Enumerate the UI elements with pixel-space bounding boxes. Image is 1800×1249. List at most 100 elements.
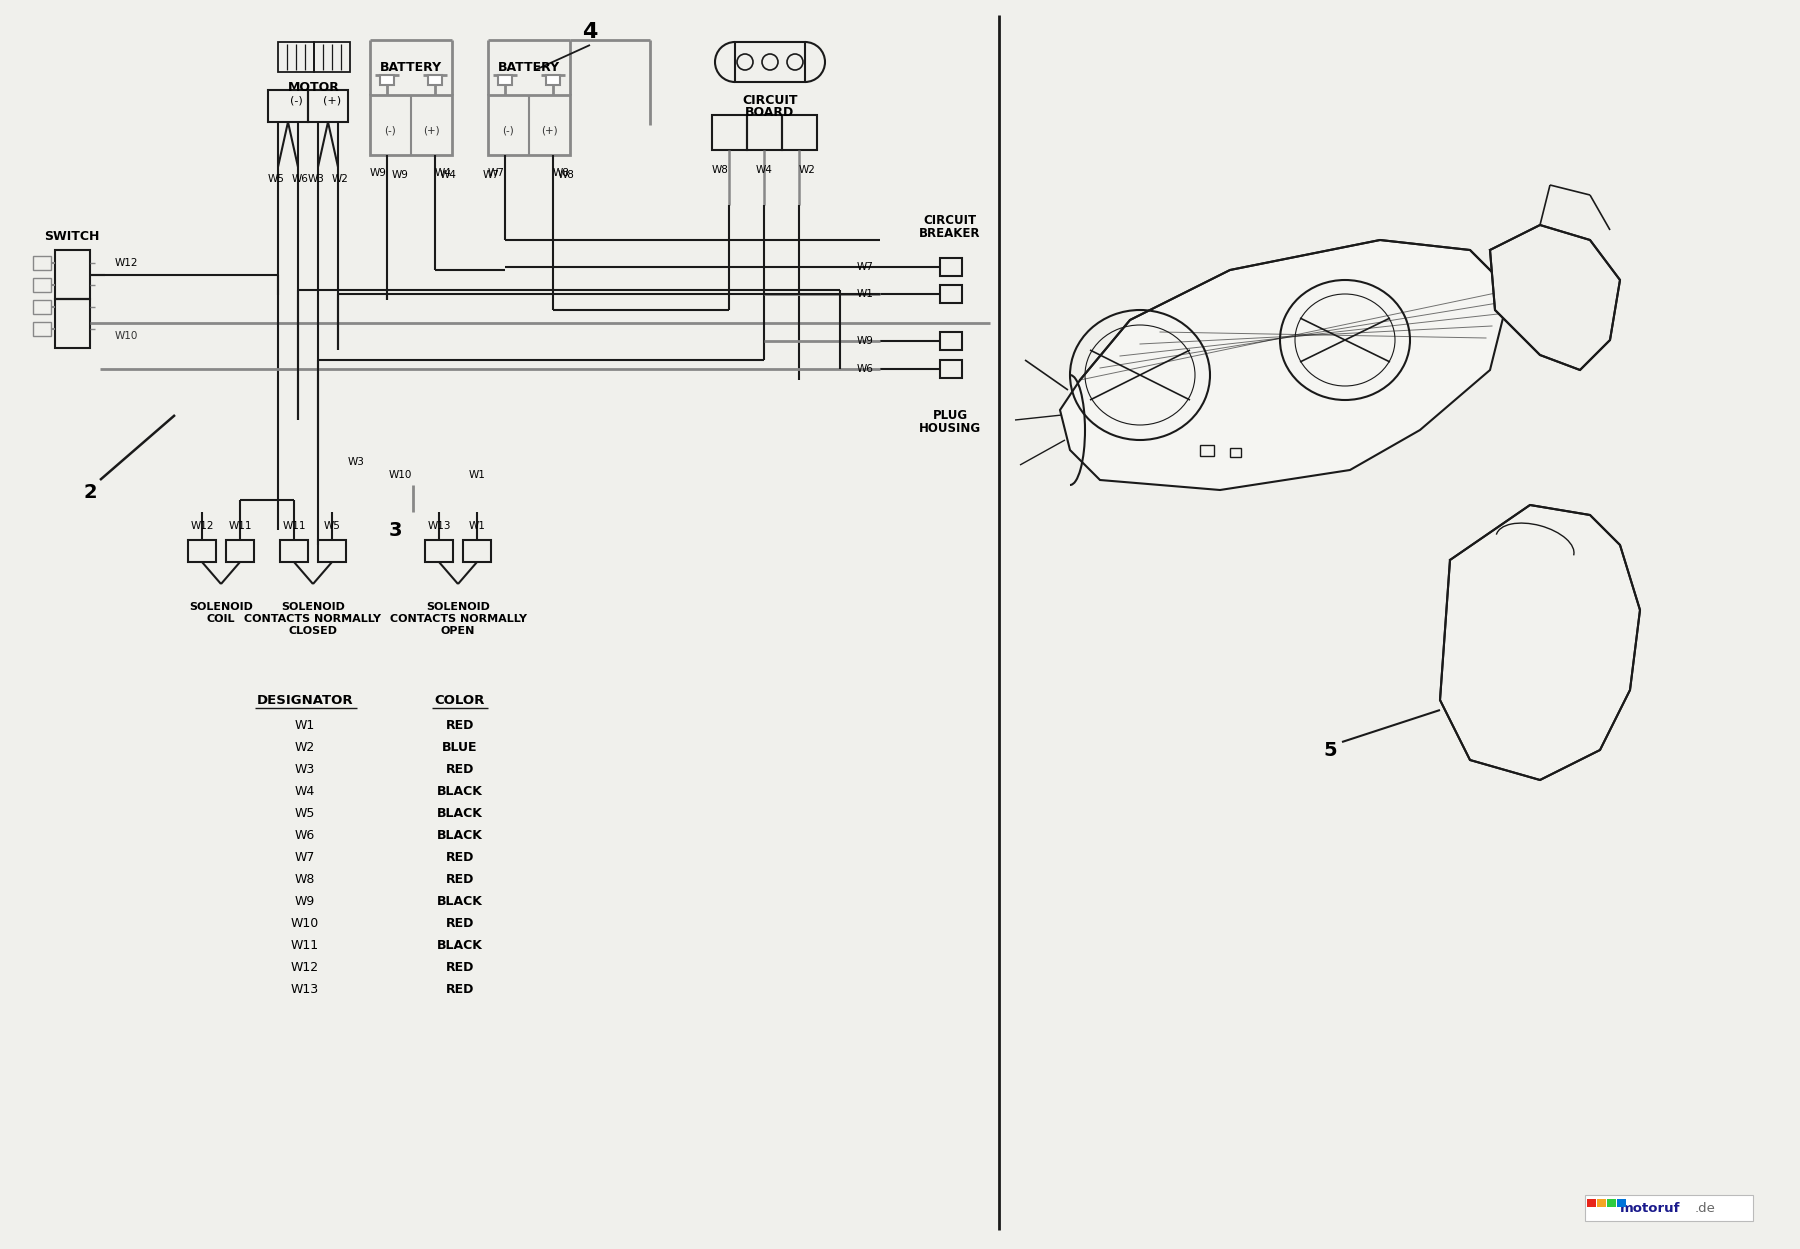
Text: W3: W3 [347,457,365,467]
Text: BLACK: BLACK [437,894,482,908]
Text: BREAKER: BREAKER [920,226,981,240]
Text: (-): (-) [502,125,513,135]
Bar [940,360,961,378]
Text: W9: W9 [857,336,873,346]
Bar [32,322,50,336]
Text: W1: W1 [468,521,486,531]
Bar [1607,1199,1616,1207]
Bar [32,279,50,292]
Text: W12: W12 [115,259,139,269]
Text: SOLENOID: SOLENOID [427,602,490,612]
Text: BLACK: BLACK [437,938,482,952]
Bar [499,75,511,85]
Text: CIRCUIT: CIRCUIT [923,214,977,226]
Bar [371,95,452,155]
Bar [940,259,961,276]
Bar [747,115,781,150]
Text: RED: RED [446,851,473,863]
Text: CONTACTS NORMALLY: CONTACTS NORMALLY [389,615,526,624]
Text: W1: W1 [857,289,873,299]
Text: CLOSED: CLOSED [288,626,338,636]
Text: W4: W4 [295,784,315,798]
Bar [319,540,346,562]
Text: W5: W5 [295,807,315,819]
Text: W12: W12 [191,521,214,531]
Text: W1: W1 [295,718,315,732]
Bar [187,540,216,562]
Text: W11: W11 [292,938,319,952]
Text: W10: W10 [115,331,139,341]
Polygon shape [1440,505,1640,779]
Text: HOUSING: HOUSING [920,421,981,435]
Text: CIRCUIT: CIRCUIT [742,94,797,106]
Text: .de: .de [1696,1202,1715,1214]
Text: W8: W8 [713,165,729,175]
Text: 3: 3 [389,521,401,540]
Text: W6: W6 [292,174,308,184]
Bar [32,300,50,313]
Bar [32,256,50,270]
Text: BATTERY: BATTERY [499,60,560,74]
Text: W8: W8 [295,873,315,886]
Text: OPEN: OPEN [441,626,475,636]
Text: SOLENOID: SOLENOID [189,602,254,612]
Bar [56,299,90,348]
Text: 2: 2 [83,482,97,502]
Bar [1588,1199,1597,1207]
Bar [56,250,90,299]
Text: W8: W8 [553,169,571,179]
Text: RED: RED [446,917,473,929]
Text: BLACK: BLACK [437,784,482,798]
Text: W7: W7 [488,169,506,179]
Bar [940,285,961,304]
Text: W2: W2 [799,165,815,175]
Text: W12: W12 [292,960,319,973]
Text: W5: W5 [324,521,340,531]
Text: COIL: COIL [207,615,236,624]
Text: 5: 5 [1323,741,1337,759]
Text: COLOR: COLOR [436,693,486,707]
Text: W3: W3 [308,174,324,184]
Text: RED: RED [446,718,473,732]
Text: W3: W3 [295,762,315,776]
Text: W9: W9 [392,170,409,180]
Text: W5: W5 [268,174,284,184]
Bar [428,75,443,85]
Bar [277,42,313,72]
Text: W9: W9 [295,894,315,908]
Text: W9: W9 [371,169,387,179]
Text: BLACK: BLACK [437,828,482,842]
Text: W7: W7 [295,851,315,863]
Text: SWITCH: SWITCH [45,230,99,242]
Text: W7: W7 [482,170,500,180]
Text: W6: W6 [295,828,315,842]
Text: W4: W4 [436,169,452,179]
Text: RED: RED [446,873,473,886]
Bar [1586,1195,1753,1222]
Text: W6: W6 [857,363,873,373]
Text: BLACK: BLACK [437,807,482,819]
Text: W13: W13 [292,983,319,995]
Bar [1597,1199,1606,1207]
Text: (-): (-) [290,95,302,105]
Text: (+): (+) [423,125,439,135]
Bar [463,540,491,562]
Text: MOTOR: MOTOR [288,80,340,94]
Text: W13: W13 [427,521,450,531]
Bar [308,90,347,122]
Text: W1: W1 [468,470,486,480]
Text: (+): (+) [322,95,340,105]
Text: W7: W7 [857,262,873,272]
Polygon shape [1060,240,1510,490]
Bar [313,42,349,72]
Text: W10: W10 [389,470,412,480]
Bar [425,540,454,562]
Bar [1616,1199,1625,1207]
Bar [380,75,394,85]
Text: W10: W10 [292,917,319,929]
Bar [781,115,817,150]
Bar [281,540,308,562]
Text: RED: RED [446,960,473,973]
Text: (-): (-) [383,125,396,135]
Text: CONTACTS NORMALLY: CONTACTS NORMALLY [245,615,382,624]
